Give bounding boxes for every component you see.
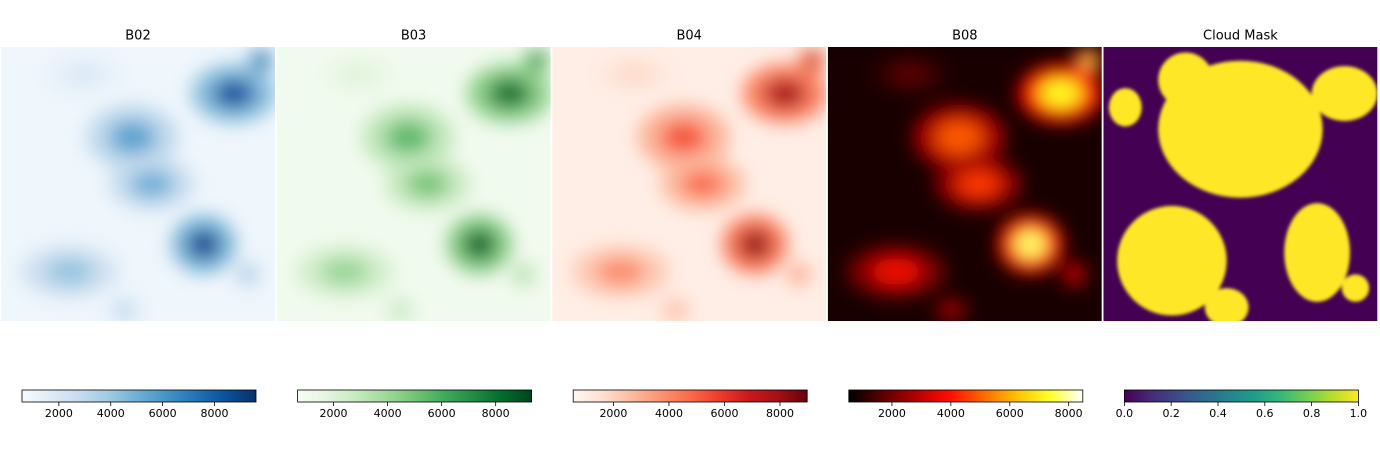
panel-title: Cloud Mask — [1203, 29, 1278, 44]
bright-regions — [846, 47, 1102, 321]
bright-core — [792, 267, 806, 281]
bright-core — [667, 303, 684, 317]
bright-core — [890, 64, 930, 85]
bright-core — [109, 120, 156, 154]
bright-core — [462, 229, 496, 260]
colorbar-tick-label: 4000 — [655, 407, 683, 420]
image — [1, 47, 275, 321]
panel-title: B04 — [676, 29, 701, 44]
colorbar-tick-label: 4000 — [937, 407, 965, 420]
cloud-region — [1311, 66, 1378, 121]
panel-title: B08 — [952, 29, 977, 44]
panel-title: B03 — [401, 29, 426, 44]
cloud-region — [1341, 274, 1370, 302]
cloud-region — [1108, 88, 1142, 127]
colorbar-tick-label: 0.8 — [1303, 407, 1321, 420]
panel-title: B02 — [125, 29, 150, 44]
bright-core — [957, 170, 1000, 198]
bright-regions — [20, 47, 275, 321]
colorbar-tick-label: 0.2 — [1162, 407, 1180, 420]
bright-core — [130, 170, 174, 198]
bright-core — [212, 78, 256, 109]
colorbar-tick-label: 6000 — [710, 407, 738, 420]
bright-core — [596, 258, 646, 285]
bright-core — [405, 170, 449, 198]
cloud-region — [1204, 288, 1249, 321]
bright-core — [763, 78, 807, 109]
bright-core — [1067, 267, 1081, 281]
bright-core — [1039, 78, 1083, 109]
image — [1103, 47, 1378, 321]
colorbar-tick-label: 8000 — [1055, 407, 1083, 420]
colorbar-tick-label: 2000 — [45, 407, 73, 420]
bright-regions — [295, 47, 551, 321]
bright-core — [391, 303, 409, 317]
colorbar-tick-label: 4000 — [97, 407, 125, 420]
bright-core — [660, 120, 707, 154]
colorbar-tick-label: 6000 — [428, 407, 456, 420]
colorbar-tick-label: 0.4 — [1209, 407, 1227, 420]
colorbar-tick-label: 8000 — [200, 407, 228, 420]
cloud-region — [1284, 203, 1350, 302]
colorbar-tick-label: 2000 — [878, 407, 906, 420]
colorbar-tick-label: 0.6 — [1256, 407, 1274, 420]
bright-core — [530, 54, 544, 68]
colorbar-tick-label: 8000 — [766, 407, 794, 420]
colorbar — [1124, 389, 1359, 403]
bright-core — [187, 229, 221, 260]
image — [552, 47, 827, 321]
colorbar-tick-label: 8000 — [482, 407, 510, 420]
bright-core — [254, 54, 268, 68]
colorbar — [297, 389, 533, 403]
colorbar-tick-label: 1.0 — [1350, 407, 1368, 420]
bright-core — [44, 258, 95, 285]
bright-core — [488, 78, 531, 109]
cloud-region — [1158, 52, 1213, 108]
bright-core — [241, 267, 255, 281]
cloud-region — [1117, 205, 1227, 316]
bright-core — [614, 64, 655, 85]
bright-core — [1081, 54, 1095, 68]
bright-core — [385, 120, 432, 154]
colorbar-tick-label: 2000 — [320, 407, 348, 420]
bright-core — [681, 170, 725, 198]
image — [827, 47, 1102, 321]
colorbar-tick-label: 0.0 — [1116, 407, 1134, 420]
bright-core — [871, 258, 921, 285]
bright-core — [116, 303, 133, 317]
colorbar-tick-label: 2000 — [599, 407, 627, 420]
bright-core — [805, 54, 820, 68]
colorbar — [572, 389, 808, 403]
colorbar-tick-label: 6000 — [149, 407, 177, 420]
bright-regions — [571, 47, 827, 321]
colorbar-tick-label: 6000 — [996, 407, 1024, 420]
image — [276, 47, 551, 321]
colorbar-tick-label: 4000 — [374, 407, 402, 420]
bright-core — [320, 258, 370, 285]
bright-core — [1014, 229, 1047, 260]
bright-core — [738, 229, 772, 260]
bright-core — [339, 64, 379, 85]
bright-core — [936, 120, 983, 154]
bright-core — [63, 64, 103, 85]
colorbar — [848, 389, 1084, 403]
bright-core — [942, 303, 960, 317]
colorbar — [21, 389, 257, 403]
bright-core — [516, 267, 530, 281]
cloud-regions — [1108, 52, 1378, 321]
